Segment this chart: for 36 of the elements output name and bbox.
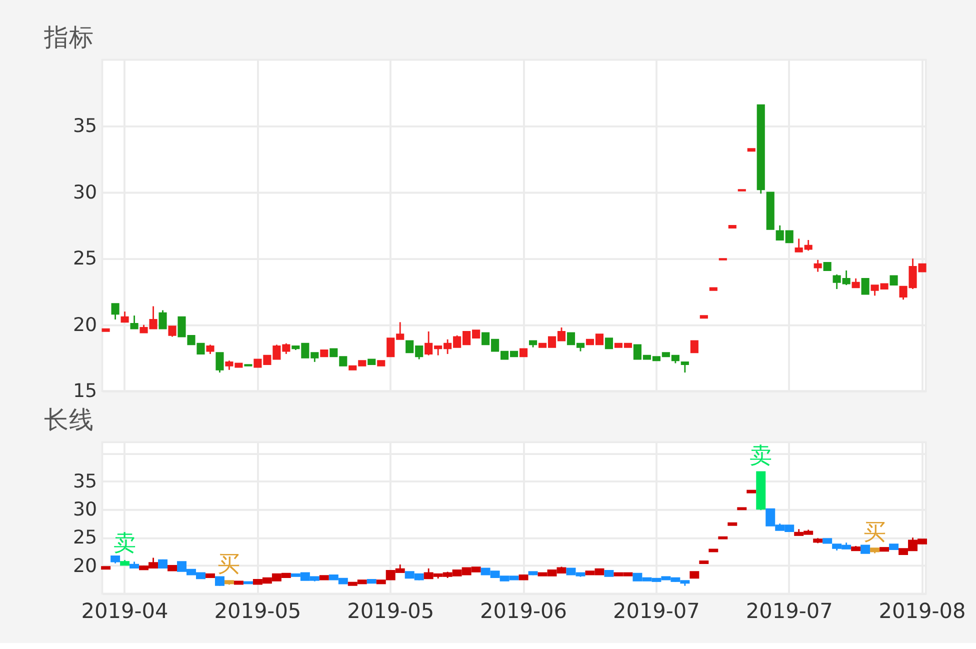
y-tick-label: 25: [72, 248, 98, 270]
candlestick: [680, 361, 689, 374]
text: 买: [218, 551, 241, 578]
y-tick-label: 25: [72, 526, 98, 549]
y-tick-label: 30: [72, 498, 98, 521]
y-tick-label: 20: [72, 554, 98, 577]
text: 卖: [113, 530, 136, 557]
x-tick-label: 2019-04: [81, 598, 168, 623]
y-tick-label: 35: [72, 470, 98, 493]
candlestick: [852, 278, 860, 288]
x-tick-label: 2019-05: [214, 598, 302, 623]
candlestick: [216, 352, 224, 374]
y-tick-label: 35: [72, 115, 98, 138]
x-tick-label: 2019-05: [347, 598, 434, 623]
text: 买: [863, 519, 886, 546]
candlestick: [814, 259, 822, 273]
x-tick-label: 2019-08: [878, 598, 966, 623]
y-tick-label: 15: [72, 380, 98, 402]
x-tick-label: 2019-06: [480, 598, 568, 623]
candlestick: [130, 314, 138, 330]
chart-title: 指标: [43, 22, 94, 52]
candlestick: [158, 310, 167, 330]
candlestick: [206, 344, 214, 355]
x-tick-label: 2019-07: [612, 598, 700, 623]
candlestick: [890, 275, 898, 286]
candlestick: [690, 340, 698, 354]
candlestick: [604, 338, 614, 350]
y-tick-label: 20: [72, 314, 98, 336]
candlestick: [111, 302, 120, 320]
y-tick-label: 30: [72, 181, 98, 204]
chart-title: 长线: [44, 405, 94, 434]
x-tick-label: 2019-07: [746, 598, 833, 623]
candlestick: [861, 278, 870, 295]
candlestick: [120, 310, 129, 323]
candlestick: [168, 325, 176, 338]
text: 卖: [749, 443, 772, 470]
